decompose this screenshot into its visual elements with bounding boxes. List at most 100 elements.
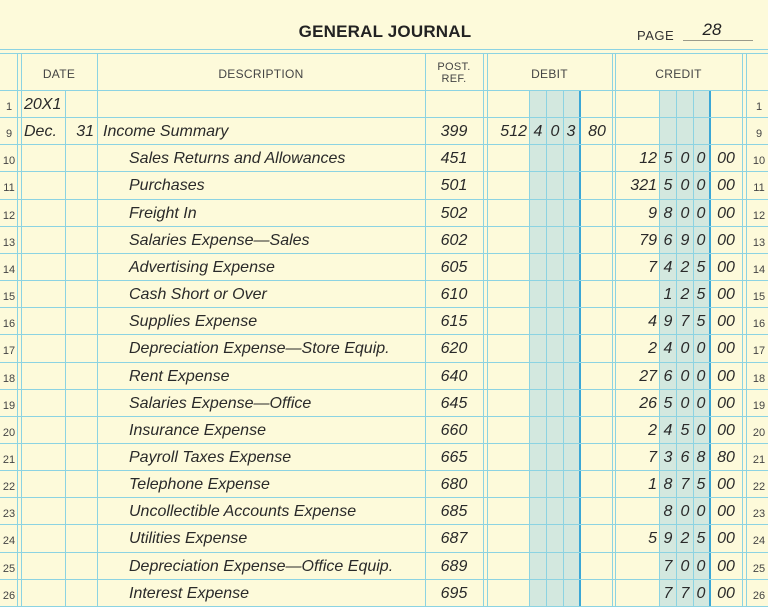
entry-description: Depreciation Expense—Office Equip. <box>129 558 394 575</box>
credit-digit-tens <box>677 91 693 118</box>
debit-digit-tens <box>547 172 563 199</box>
credit-digit-tens: 0 <box>680 368 690 385</box>
debit-digit-ones <box>563 308 579 335</box>
credit-digit-hundreds: 4 <box>663 340 673 357</box>
credit-digit-hundreds: 5 <box>663 150 673 167</box>
line-number-right: 15 <box>752 291 766 303</box>
credit-digit-tens: 2 <box>680 530 690 547</box>
credit-high-digits: 321 <box>630 177 657 194</box>
debit-digit-hundreds <box>530 335 546 362</box>
journal-row: 19 Salaries Expense—Office 645 26 5 0 0 00 19 <box>0 390 768 417</box>
credit-thousands-shade <box>659 91 710 606</box>
date-day <box>66 390 94 417</box>
post-ref: 615 <box>440 313 468 330</box>
debit-digit-tens <box>547 363 563 390</box>
credit-digit-tens: 0 <box>680 150 690 167</box>
debit-high-digits <box>488 172 527 199</box>
entry-description: Salaries Expense—Sales <box>129 232 310 249</box>
debit-digit-tens <box>547 281 563 308</box>
line-number-right: 17 <box>752 345 766 357</box>
debit-thousands-shade <box>529 91 580 606</box>
date-day <box>66 525 94 552</box>
credit-digit-ones: 0 <box>696 422 706 439</box>
debit-digit-hundreds <box>530 254 546 281</box>
credit-high-digits: 9 <box>648 205 657 222</box>
debit-digit-line-1 <box>529 91 530 606</box>
row-rule <box>0 144 768 145</box>
debit-digit-tens <box>547 471 563 498</box>
credit-digit-hundreds: 4 <box>663 259 673 276</box>
journal-row: 24 Utilities Expense 687 5 9 2 5 00 24 <box>0 525 768 552</box>
debit-digit-ones <box>563 525 579 552</box>
row-rule <box>0 470 768 471</box>
credit-high-digits: 12 <box>639 150 657 167</box>
credit-digit-tens: 7 <box>680 585 690 602</box>
post-ref: 645 <box>440 395 468 412</box>
credit-digit-line-1 <box>659 91 660 606</box>
credit-digit-tens: 0 <box>680 205 690 222</box>
page-label: PAGE <box>637 28 675 43</box>
date-day <box>66 145 94 172</box>
credit-digit-tens: 7 <box>680 313 690 330</box>
debit-cents <box>582 200 612 227</box>
column-header-postref-line1: POST. <box>437 61 471 73</box>
debit-cents <box>582 308 612 335</box>
debit-digit-ones <box>563 363 579 390</box>
credit-digit-ones: 0 <box>696 232 706 249</box>
debit-high-digits <box>488 444 527 471</box>
journal-row: 22 Telephone Expense 680 1 8 7 5 00 22 <box>0 471 768 498</box>
credit-digit-ones: 5 <box>696 476 706 493</box>
credit-high-digits <box>616 498 657 525</box>
journal-row: 12 Freight In 502 9 8 0 0 00 12 <box>0 200 768 227</box>
date-day <box>66 498 94 525</box>
row-rule <box>0 226 768 227</box>
description-left-line <box>97 53 98 606</box>
date-day <box>66 308 94 335</box>
credit-digit-ones: 0 <box>696 150 706 167</box>
debit-high-digits <box>488 553 527 580</box>
date-day <box>66 227 94 254</box>
entry-description: Utilities Expense <box>129 530 248 547</box>
credit-digit-tens: 0 <box>680 558 690 575</box>
debit-cents <box>582 525 612 552</box>
journal-row: 26 Interest Expense 695 7 7 0 00 26 <box>0 580 768 607</box>
post-ref: 695 <box>440 585 468 602</box>
credit-high-digits: 7 <box>648 259 657 276</box>
entry-description: Uncollectible Accounts Expense <box>129 503 357 520</box>
left-margin-line-2 <box>21 53 22 606</box>
row-rule <box>0 307 768 308</box>
credit-digit-hundreds: 6 <box>663 232 673 249</box>
debit-digit-tens <box>547 390 563 417</box>
credit-digit-ones: 0 <box>696 558 706 575</box>
debit-cents <box>582 335 612 362</box>
line-number-right: 16 <box>752 318 766 330</box>
credit-cents: 00 <box>717 530 735 547</box>
debit-digit-ones <box>563 444 579 471</box>
entry-description: Telephone Expense <box>129 476 270 493</box>
line-number-left: 14 <box>2 264 16 276</box>
column-header-date: DATE <box>42 67 76 81</box>
credit-high-digits <box>616 118 657 145</box>
credit-digit-ones: 0 <box>696 368 706 385</box>
post-ref: 680 <box>440 476 468 493</box>
credit-cents: 00 <box>717 340 735 357</box>
credit-cents: 00 <box>717 177 735 194</box>
post-ref: 687 <box>440 530 468 547</box>
debit-digit-ones <box>563 200 579 227</box>
entry-description: Cash Short or Over <box>129 286 267 303</box>
entry-description: Interest Expense <box>129 585 250 602</box>
debit-digit-tens <box>547 525 563 552</box>
debit-digit-tens <box>547 91 563 118</box>
debit-digit-ones <box>563 335 579 362</box>
column-header-credit: CREDIT <box>655 67 702 81</box>
line-number-left: 25 <box>2 563 16 575</box>
debit-digit-line-3 <box>563 91 564 606</box>
post-ref: 451 <box>440 150 468 167</box>
top-rule-1 <box>0 49 768 50</box>
left-margin-line-1 <box>17 53 18 606</box>
journal-row: 18 Rent Expense 640 27 6 0 0 00 18 <box>0 363 768 390</box>
credit-high-digits: 2 <box>648 422 657 439</box>
credit-cents: 00 <box>717 232 735 249</box>
credit-digit-ones: 0 <box>696 340 706 357</box>
line-number-right: 11 <box>753 182 765 194</box>
